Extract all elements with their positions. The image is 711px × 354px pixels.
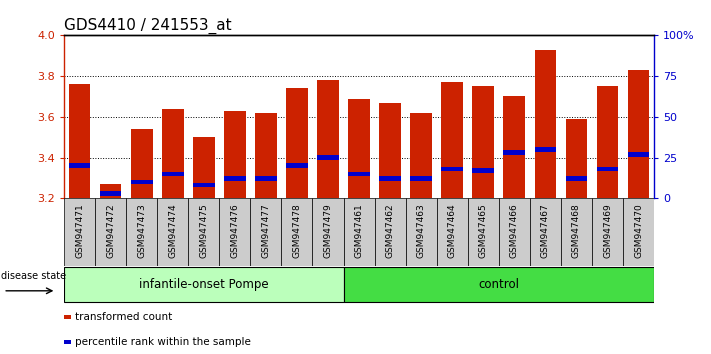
Bar [157, 198, 188, 266]
Bar [69, 84, 90, 198]
Text: GSM947471: GSM947471 [75, 204, 84, 258]
Text: disease state: disease state [1, 272, 66, 281]
Bar [343, 198, 375, 266]
Bar [348, 98, 370, 198]
Bar [312, 198, 343, 266]
Text: GSM947473: GSM947473 [137, 204, 146, 258]
Bar [468, 198, 499, 266]
Bar [561, 198, 592, 266]
Bar [499, 198, 530, 266]
Bar [530, 198, 561, 266]
Text: GSM947465: GSM947465 [479, 204, 488, 258]
Bar [472, 86, 494, 198]
Bar [375, 198, 406, 266]
Text: GSM947477: GSM947477 [262, 204, 270, 258]
Bar [219, 198, 250, 266]
Text: GSM947476: GSM947476 [230, 204, 240, 258]
Bar [64, 198, 95, 266]
Bar [566, 176, 587, 181]
Bar [286, 88, 308, 198]
Text: GSM947474: GSM947474 [169, 204, 177, 258]
Bar [224, 111, 246, 198]
Bar [224, 176, 246, 181]
Text: GSM947469: GSM947469 [603, 204, 612, 258]
Bar [406, 198, 437, 266]
Bar [250, 198, 282, 266]
Bar [348, 172, 370, 176]
Bar [100, 184, 122, 198]
Bar [379, 176, 401, 181]
Text: GSM947468: GSM947468 [572, 204, 581, 258]
Bar [410, 113, 432, 198]
Bar [472, 168, 494, 173]
Bar [69, 164, 90, 168]
Text: percentile rank within the sample: percentile rank within the sample [75, 337, 250, 347]
Bar [343, 267, 654, 302]
Bar [255, 176, 277, 181]
Text: control: control [479, 279, 519, 291]
Bar [442, 167, 463, 171]
Bar [592, 198, 623, 266]
Bar [95, 198, 126, 266]
Text: GSM947478: GSM947478 [292, 204, 301, 258]
Bar [535, 50, 556, 198]
Bar [437, 198, 468, 266]
Text: GSM947470: GSM947470 [634, 204, 643, 258]
Text: GSM947472: GSM947472 [106, 204, 115, 258]
Text: GSM947461: GSM947461 [355, 204, 363, 258]
Bar [317, 155, 339, 160]
Bar [379, 103, 401, 198]
Text: GDS4410 / 241553_at: GDS4410 / 241553_at [64, 18, 232, 34]
Text: GSM947466: GSM947466 [510, 204, 519, 258]
Bar [628, 70, 649, 198]
Text: infantile-onset Pompe: infantile-onset Pompe [139, 279, 269, 291]
Bar [442, 82, 463, 198]
Bar [535, 147, 556, 152]
Bar [317, 80, 339, 198]
Bar [131, 129, 152, 198]
Text: transformed count: transformed count [75, 312, 172, 322]
Text: GSM947464: GSM947464 [448, 204, 456, 258]
Text: GSM947462: GSM947462 [385, 204, 395, 258]
Bar [188, 198, 219, 266]
Bar [64, 267, 343, 302]
Bar [597, 86, 619, 198]
Bar [503, 96, 525, 198]
Bar [597, 167, 619, 171]
Bar [126, 198, 157, 266]
Text: GSM947479: GSM947479 [324, 204, 333, 258]
Bar [628, 152, 649, 156]
Bar [162, 109, 183, 198]
Bar [566, 119, 587, 198]
Bar [255, 113, 277, 198]
Bar [623, 198, 654, 266]
Bar [64, 339, 71, 344]
Bar [131, 180, 152, 184]
Bar [100, 191, 122, 196]
Bar [193, 137, 215, 198]
Bar [503, 150, 525, 155]
Text: GSM947475: GSM947475 [199, 204, 208, 258]
Bar [64, 315, 71, 319]
Bar [286, 164, 308, 168]
Bar [162, 172, 183, 176]
Text: GSM947467: GSM947467 [541, 204, 550, 258]
Bar [282, 198, 312, 266]
Text: GSM947463: GSM947463 [417, 204, 426, 258]
Bar [193, 183, 215, 188]
Bar [410, 176, 432, 181]
